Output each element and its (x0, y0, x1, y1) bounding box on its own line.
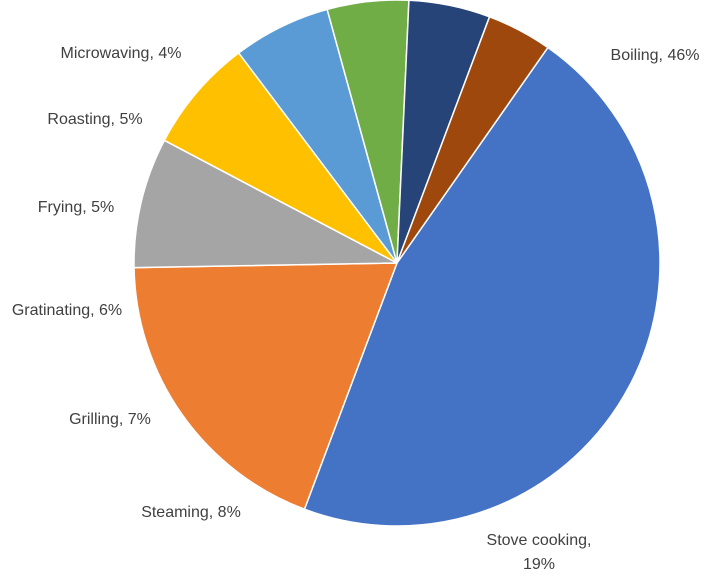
pie-slice-boiling (303, 46, 661, 527)
pie-slice-steaming (133, 139, 398, 269)
data-label-boiling: Boiling, 46% (611, 47, 700, 64)
data-label-microwaving: Microwaving, 4% (61, 45, 182, 62)
pie-slices (133, 0, 661, 527)
pie-slice-microwaving (396, 16, 549, 264)
data-label-stove-cooking: Stove cooking, 19% (487, 532, 592, 573)
pie-slice-grilling (163, 52, 398, 264)
pie-labels: Boiling, 46% Stove cooking, 19% Steaming, 8… (12, 45, 700, 573)
pie-slice-stove-cooking (133, 262, 398, 510)
data-label-steaming: Steaming, 8% (141, 504, 241, 521)
data-label-gratinating: Gratinating, 6% (12, 302, 122, 319)
data-label-grilling: Grilling, 7% (69, 411, 151, 428)
data-label-roasting: Roasting, 5% (47, 111, 142, 128)
data-label-frying: Frying, 5% (38, 199, 114, 216)
